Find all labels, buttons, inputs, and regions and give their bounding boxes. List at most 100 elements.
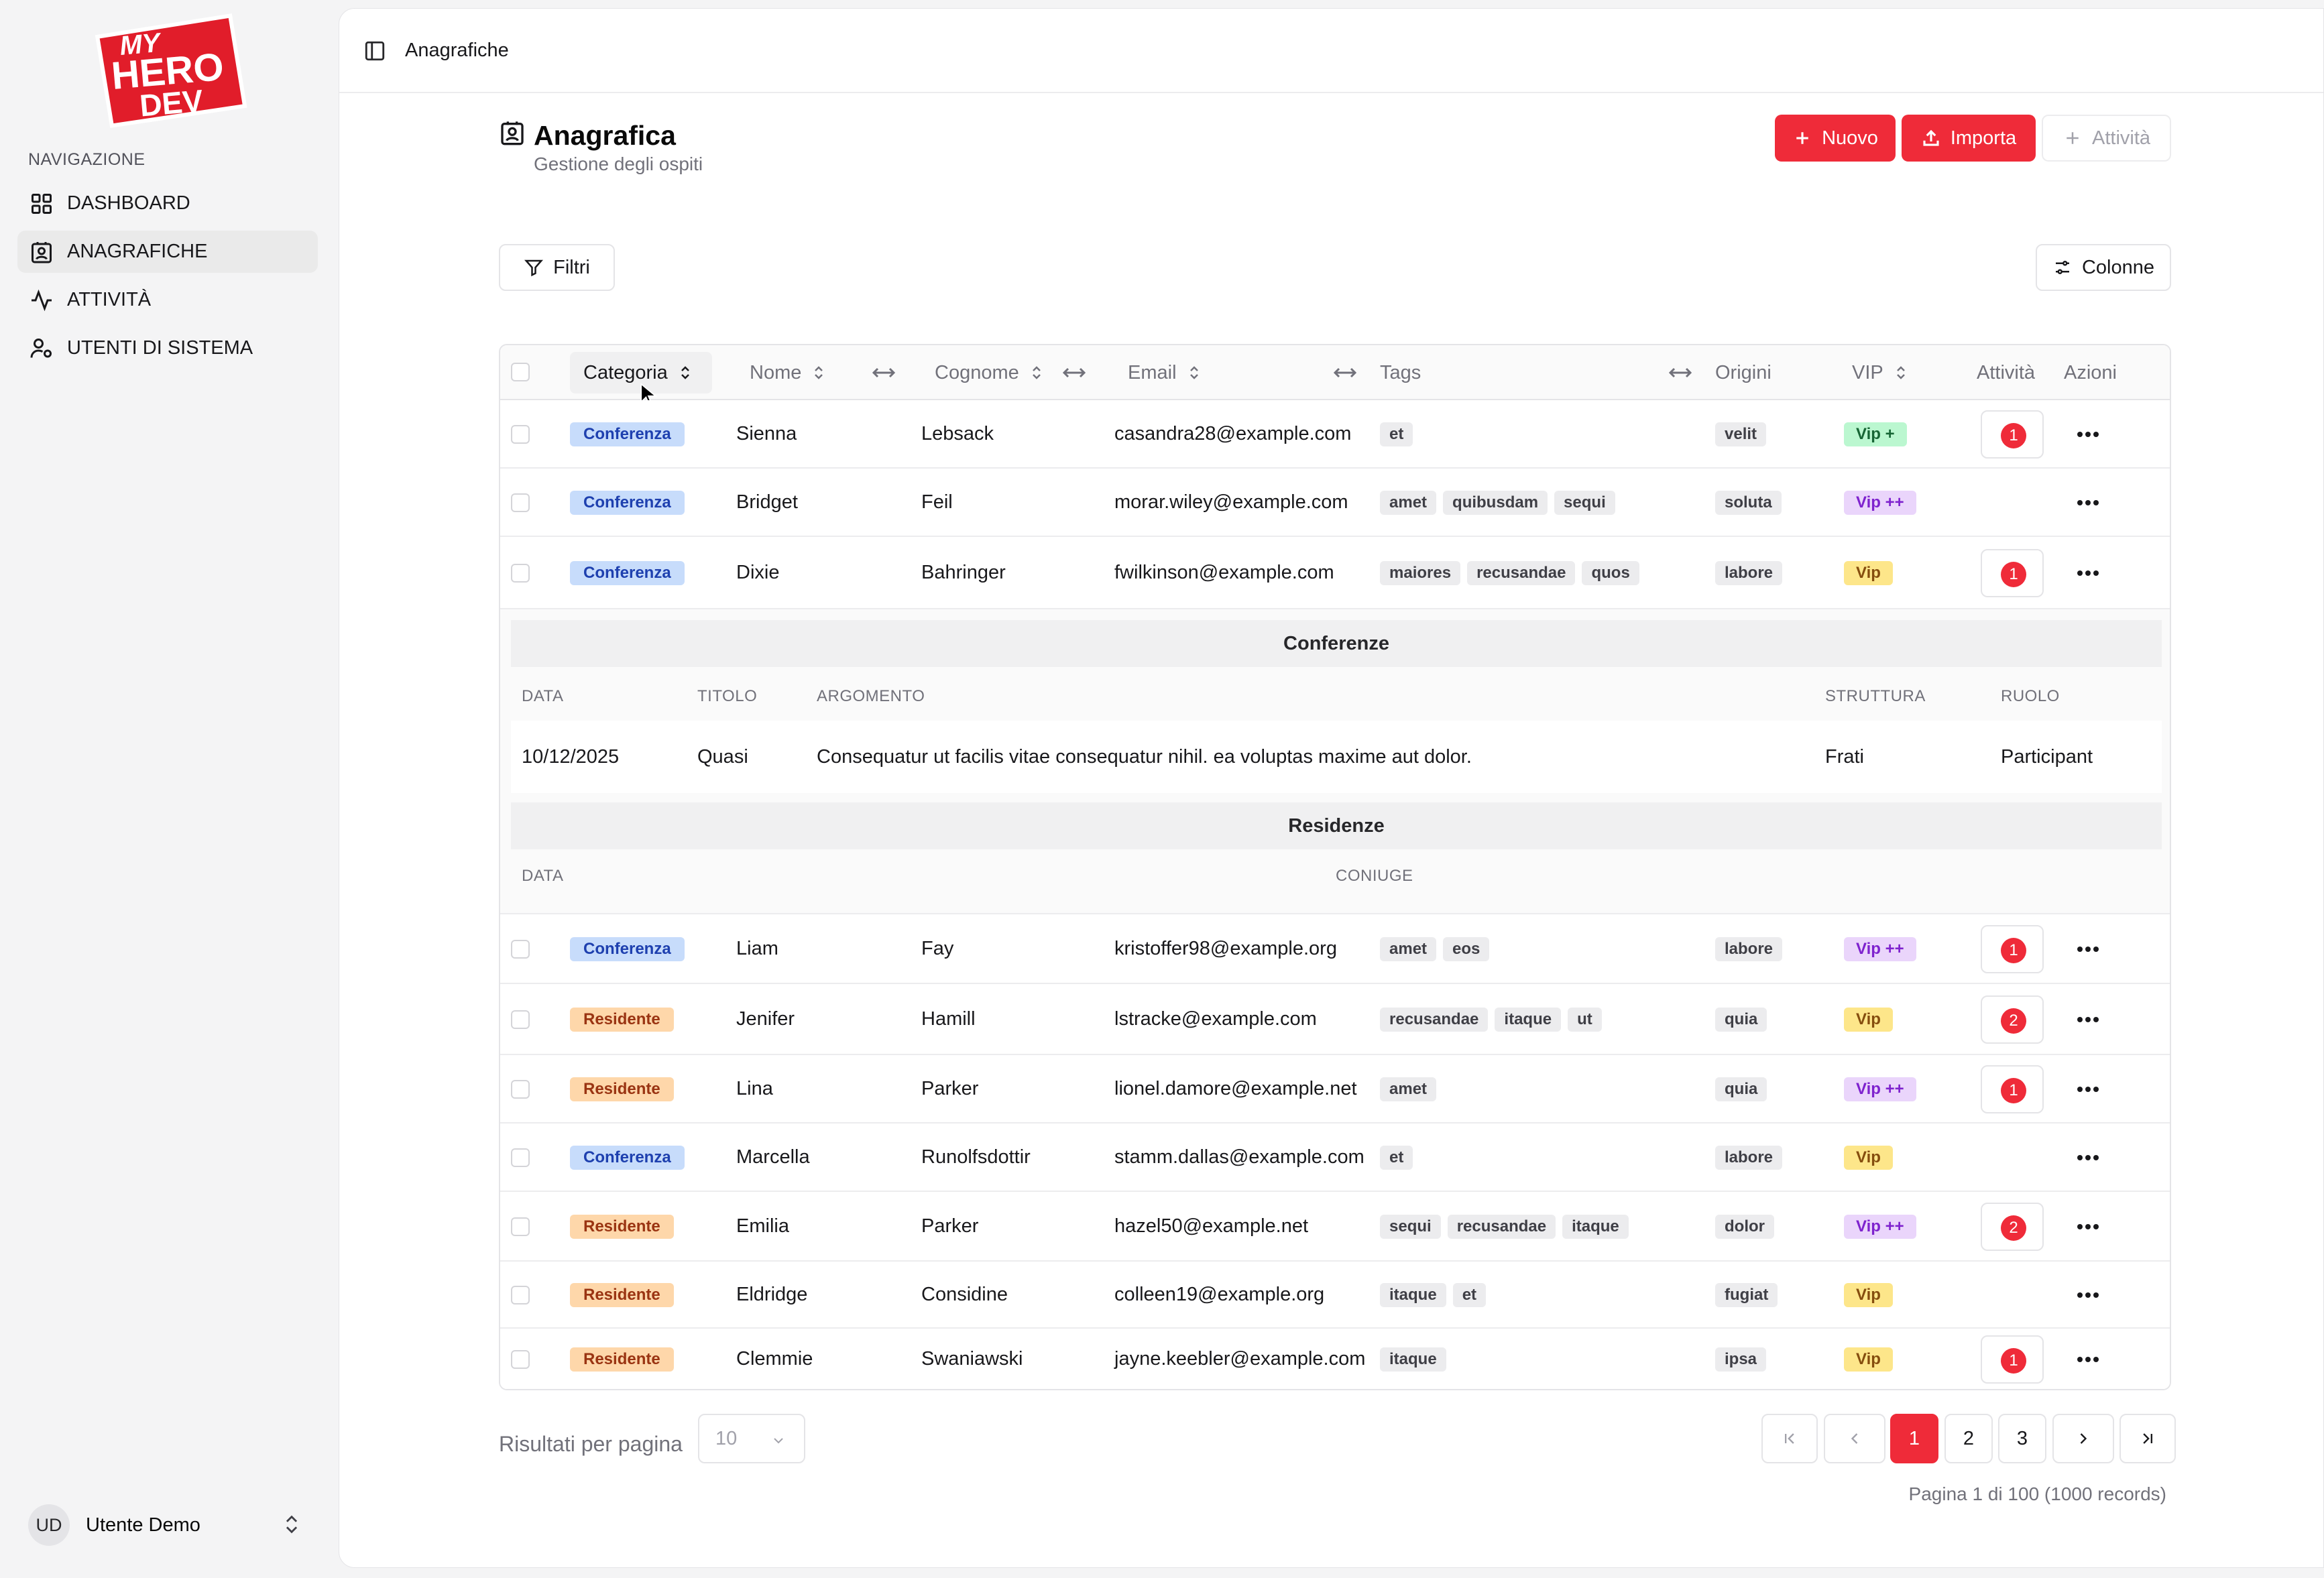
- last-page-button[interactable]: [2119, 1414, 2176, 1463]
- column-header-label: Azioni: [2064, 361, 2117, 383]
- page-button-2[interactable]: 2: [1944, 1414, 1993, 1463]
- plus-icon: [1796, 132, 1808, 144]
- name-cell: Clemmie: [736, 1348, 813, 1370]
- activity-count-button[interactable]: 1: [1981, 549, 2044, 597]
- columns-button[interactable]: Colonne: [2036, 244, 2171, 291]
- page-button-1[interactable]: 1: [1890, 1414, 1938, 1463]
- more-actions-icon[interactable]: [2075, 1290, 2101, 1300]
- category-badge: Conferenza: [570, 561, 685, 585]
- table-row[interactable]: Conferenza Liam Fay kristoffer98@example.or…: [500, 914, 2170, 984]
- tag-chip: itaque: [1380, 1347, 1446, 1372]
- activity-button-label: Attività: [2091, 127, 2151, 149]
- more-actions-icon[interactable]: [2075, 1085, 2101, 1094]
- activity-count-button[interactable]: 2: [1981, 995, 2044, 1044]
- row-checkbox[interactable]: [511, 1148, 530, 1167]
- table-row[interactable]: Conferenza Dixie Bahringer fwilkinson@examp…: [500, 537, 2170, 609]
- per-page-value: 10: [715, 1427, 738, 1449]
- more-actions-icon[interactable]: [2075, 945, 2101, 954]
- tag-chip: maiores: [1380, 561, 1461, 585]
- sidebar-item-utenti[interactable]: UTENTI DI SISTEMA: [17, 327, 318, 369]
- table-row[interactable]: Conferenza Marcella Runolfsdottir stamm.dal…: [500, 1124, 2170, 1192]
- table-row[interactable]: Conferenza Sienna Lebsack casandra28@exampl…: [500, 400, 2170, 469]
- sidebar-item-attivita[interactable]: ATTIVITÀ: [17, 279, 318, 321]
- sidebar-item-label: ANAGRAFICHE: [67, 241, 208, 262]
- sidebar-item-dashboard[interactable]: DASHBOARD: [17, 182, 318, 225]
- row-checkbox[interactable]: [511, 425, 530, 444]
- activity-count-button[interactable]: 2: [1981, 1203, 2044, 1251]
- column-header-activity: Attività: [1977, 345, 2035, 400]
- prev-page-button[interactable]: [1824, 1414, 1885, 1463]
- chevrons-up-down-icon: [286, 1515, 298, 1534]
- more-actions-icon[interactable]: [2075, 1015, 2101, 1024]
- row-checkbox[interactable]: [511, 493, 530, 512]
- more-actions-icon[interactable]: [2075, 568, 2101, 578]
- activity-count-button[interactable]: 1: [1981, 1335, 2044, 1384]
- column-header-surname[interactable]: Cognome: [935, 345, 1045, 400]
- surname-cell: Fay: [921, 938, 954, 959]
- user-menu[interactable]: UD Utente Demo: [28, 1504, 310, 1546]
- more-actions-icon[interactable]: [2075, 1222, 2101, 1231]
- first-page-button[interactable]: [1761, 1414, 1818, 1463]
- column-header-category[interactable]: Categoria: [570, 352, 712, 393]
- surname-cell: Considine: [921, 1284, 1008, 1305]
- sidebar-item-label: ATTIVITÀ: [67, 289, 152, 310]
- origin-chip: dolor: [1715, 1215, 1774, 1239]
- row-checkbox[interactable]: [511, 1286, 530, 1304]
- column-header-name[interactable]: Nome: [750, 345, 827, 400]
- column-header-email[interactable]: Email: [1128, 345, 1202, 400]
- new-button[interactable]: Nuovo: [1775, 115, 1896, 162]
- resize-handle-icon[interactable]: [872, 364, 896, 381]
- sidebar-toggle-icon[interactable]: [363, 40, 386, 62]
- surname-cell: Bahringer: [921, 562, 1006, 583]
- filters-button[interactable]: Filtri: [499, 244, 615, 291]
- table-row[interactable]: Residente Clemmie Swaniawski jayne.keebler@…: [500, 1329, 2170, 1389]
- activity-count-button[interactable]: 1: [1981, 925, 2044, 973]
- resize-handle-icon[interactable]: [1668, 364, 1692, 381]
- table-row[interactable]: Residente Lina Parker lionel.damore@example…: [500, 1055, 2170, 1124]
- tag-chip: amet: [1380, 937, 1437, 961]
- tag-chip: et: [1380, 1146, 1413, 1170]
- activity-count-button[interactable]: 1: [1981, 1065, 2044, 1113]
- more-actions-icon[interactable]: [2075, 498, 2101, 507]
- table-row[interactable]: Conferenza Bridget Feil morar.wiley@example…: [500, 469, 2170, 537]
- column-header-vip[interactable]: VIP: [1852, 345, 1909, 400]
- origin-chip: quia: [1715, 1077, 1767, 1101]
- row-checkbox[interactable]: [511, 1010, 530, 1029]
- select-all-checkbox[interactable]: [511, 363, 530, 381]
- resize-handle-icon[interactable]: [1062, 364, 1086, 381]
- next-page-button[interactable]: [2052, 1414, 2114, 1463]
- category-badge: Residente: [570, 1283, 674, 1307]
- table-row[interactable]: Residente Eldridge Considine colleen19@exam…: [500, 1262, 2170, 1329]
- per-page-select[interactable]: 10: [698, 1414, 805, 1463]
- origin-chip: labore: [1715, 561, 1783, 585]
- more-actions-icon[interactable]: [2075, 1355, 2101, 1364]
- surname-cell: Parker: [921, 1215, 979, 1237]
- import-button[interactable]: Importa: [1902, 115, 2036, 162]
- table-row[interactable]: Residente Jenifer Hamill lstracke@example.c…: [500, 984, 2170, 1055]
- table-row[interactable]: Residente Emilia Parker hazel50@example.net…: [500, 1192, 2170, 1262]
- conference-date: 10/12/2025: [522, 746, 620, 768]
- more-actions-icon[interactable]: [2075, 1153, 2101, 1162]
- sidebar-item-anagrafiche[interactable]: ANAGRAFICHE: [17, 231, 318, 273]
- category-badge: Conferenza: [570, 491, 685, 515]
- more-actions-icon[interactable]: [2075, 430, 2101, 439]
- activity-button[interactable]: Attività: [2042, 115, 2171, 162]
- tags-cell: et: [1380, 1146, 1419, 1170]
- row-checkbox[interactable]: [511, 1350, 530, 1369]
- conferences-section-title: Conferenze: [511, 620, 2162, 667]
- activity-count-badge: 2: [2001, 1215, 2026, 1241]
- sub-header-topic: ARGOMENTO: [817, 687, 925, 705]
- row-checkbox[interactable]: [511, 1080, 530, 1099]
- page-button-3[interactable]: 3: [1998, 1414, 2046, 1463]
- conference-structure: Frati: [1825, 746, 1864, 768]
- row-checkbox[interactable]: [511, 1217, 530, 1236]
- activity-count-button[interactable]: 1: [1981, 410, 2044, 459]
- vip-badge: Vip: [1844, 1283, 1893, 1307]
- brand-logo[interactable]: MY HERO DEV: [80, 12, 253, 129]
- row-checkbox[interactable]: [511, 564, 530, 583]
- row-checkbox[interactable]: [511, 940, 530, 959]
- residences-section-title: Residenze: [511, 802, 2162, 849]
- origin-chip: ipsa: [1715, 1347, 1767, 1372]
- vip-badge: Vip ++: [1844, 491, 1916, 515]
- resize-handle-icon[interactable]: [1333, 364, 1357, 381]
